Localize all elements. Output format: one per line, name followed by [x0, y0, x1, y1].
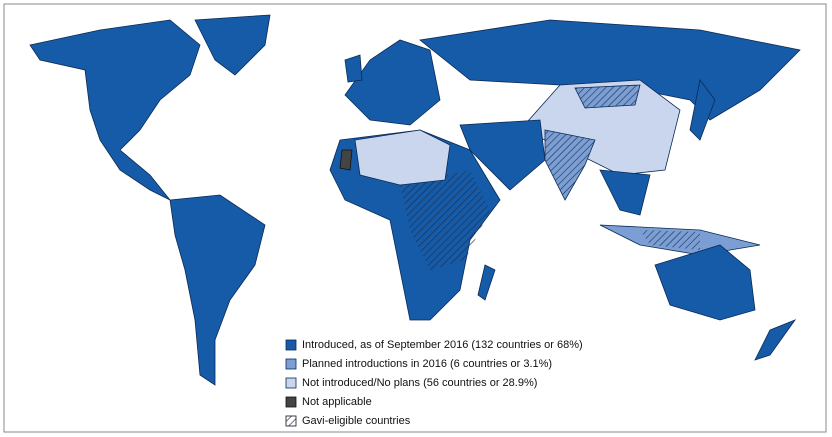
legend-swatch	[285, 377, 297, 389]
legend-box	[280, 330, 620, 430]
legend-label: Gavi-eligible countries	[302, 415, 411, 427]
legend-label: Planned introductions in 2016 (6 countri…	[302, 358, 552, 370]
legend: Introduced, as of September 2016 (132 co…	[280, 330, 620, 430]
legend-swatch	[285, 396, 297, 408]
world	[29, 14, 801, 386]
legend-label: Not applicable	[302, 396, 372, 408]
legend-swatch	[285, 358, 297, 370]
legend-swatch	[285, 339, 297, 351]
legend-label: Introduced, as of September 2016 (132 co…	[302, 339, 583, 351]
legend-label: Not introduced/No plans (56 countries or…	[302, 377, 537, 389]
legend-swatch	[285, 415, 297, 427]
